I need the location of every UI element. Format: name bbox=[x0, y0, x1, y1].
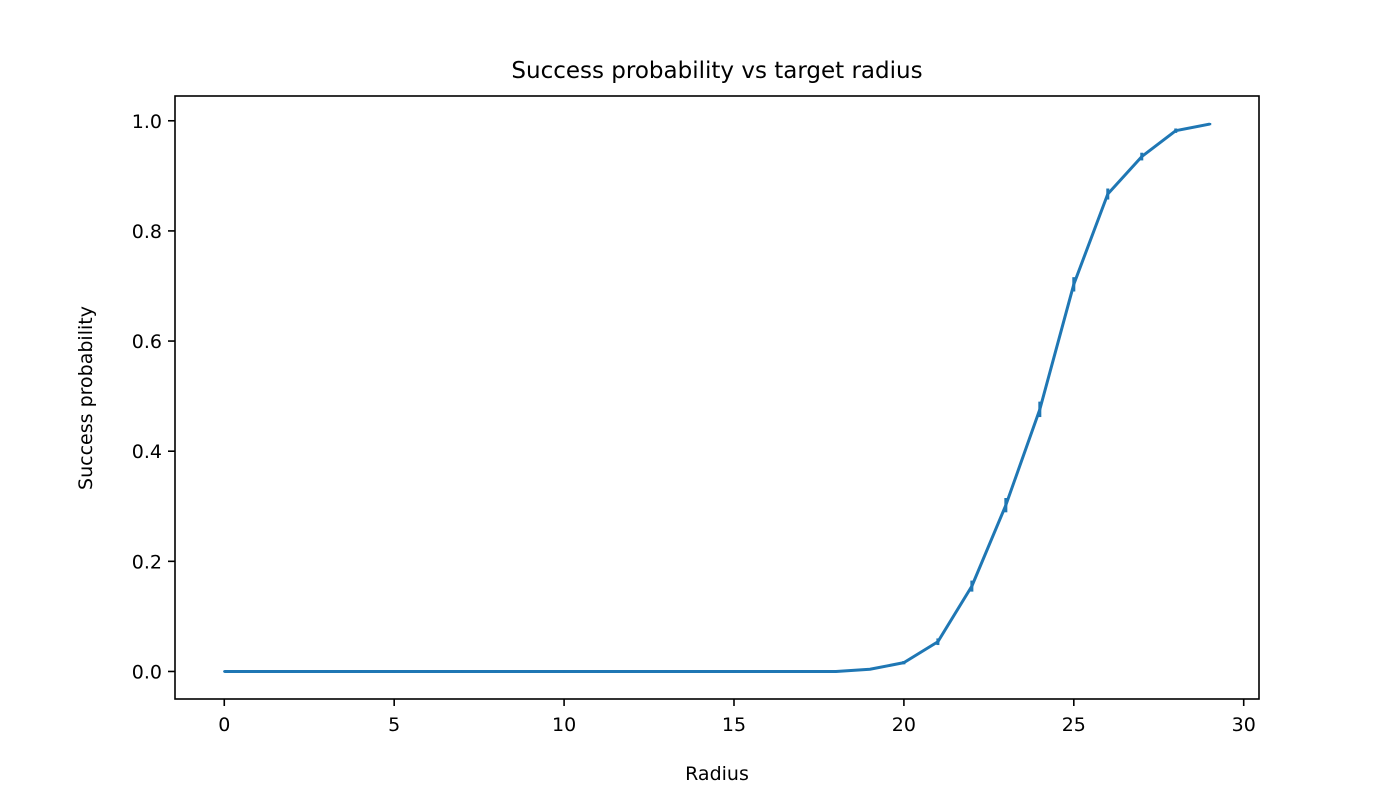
chart-title: Success probability vs target radius bbox=[511, 58, 922, 84]
data-point bbox=[1038, 408, 1042, 411]
y-tick-label: 0.4 bbox=[132, 441, 162, 463]
data-point bbox=[732, 670, 736, 673]
y-tick-label: 0.8 bbox=[132, 221, 162, 243]
data-point bbox=[1174, 129, 1177, 132]
data-point bbox=[1072, 283, 1076, 286]
data-point bbox=[800, 670, 804, 673]
data-point bbox=[970, 584, 974, 588]
data-point bbox=[426, 670, 430, 673]
x-tick-label: 10 bbox=[552, 714, 576, 736]
series-line bbox=[224, 122, 1211, 673]
data-point bbox=[257, 670, 260, 673]
data-point bbox=[392, 670, 396, 673]
x-tick-label: 15 bbox=[722, 714, 746, 736]
y-tick-label: 1.0 bbox=[132, 111, 162, 133]
axes-frame bbox=[174, 95, 1260, 700]
data-point bbox=[358, 670, 362, 673]
data-point bbox=[868, 668, 872, 671]
x-tick-label: 25 bbox=[1062, 714, 1086, 736]
data-point bbox=[562, 670, 566, 673]
x-tick-label: 0 bbox=[218, 714, 230, 736]
x-tick-label: 30 bbox=[1232, 714, 1256, 736]
data-point bbox=[664, 670, 668, 673]
data-point bbox=[766, 670, 770, 673]
data-point bbox=[596, 670, 600, 673]
data-point bbox=[630, 670, 634, 673]
data-point bbox=[1208, 122, 1211, 126]
y-tick-label: 0.0 bbox=[132, 661, 162, 683]
data-point bbox=[223, 670, 226, 673]
x-tick-label: 20 bbox=[892, 714, 916, 736]
data-point bbox=[291, 670, 294, 673]
data-point bbox=[325, 670, 328, 673]
data-point bbox=[1004, 503, 1008, 507]
x-axis-label: Radius bbox=[685, 763, 749, 785]
plot-area: 0 5 10 15 20 25 30 0.0 0.2 0.4 0.6 0.8 1.0 bbox=[132, 95, 1260, 736]
data-point bbox=[528, 670, 532, 673]
data-point bbox=[494, 670, 498, 673]
y-tick-label: 0.2 bbox=[132, 551, 162, 573]
y-tick-label: 0.6 bbox=[132, 331, 162, 353]
data-point bbox=[1140, 155, 1143, 158]
data-point bbox=[902, 661, 906, 664]
data-point bbox=[460, 670, 464, 673]
data-point bbox=[936, 640, 940, 643]
data-point bbox=[698, 670, 702, 673]
data-point bbox=[834, 670, 838, 673]
y-axis-label: Success probability bbox=[75, 306, 97, 490]
x-tick-label: 5 bbox=[388, 714, 400, 736]
data-point bbox=[1106, 192, 1109, 196]
